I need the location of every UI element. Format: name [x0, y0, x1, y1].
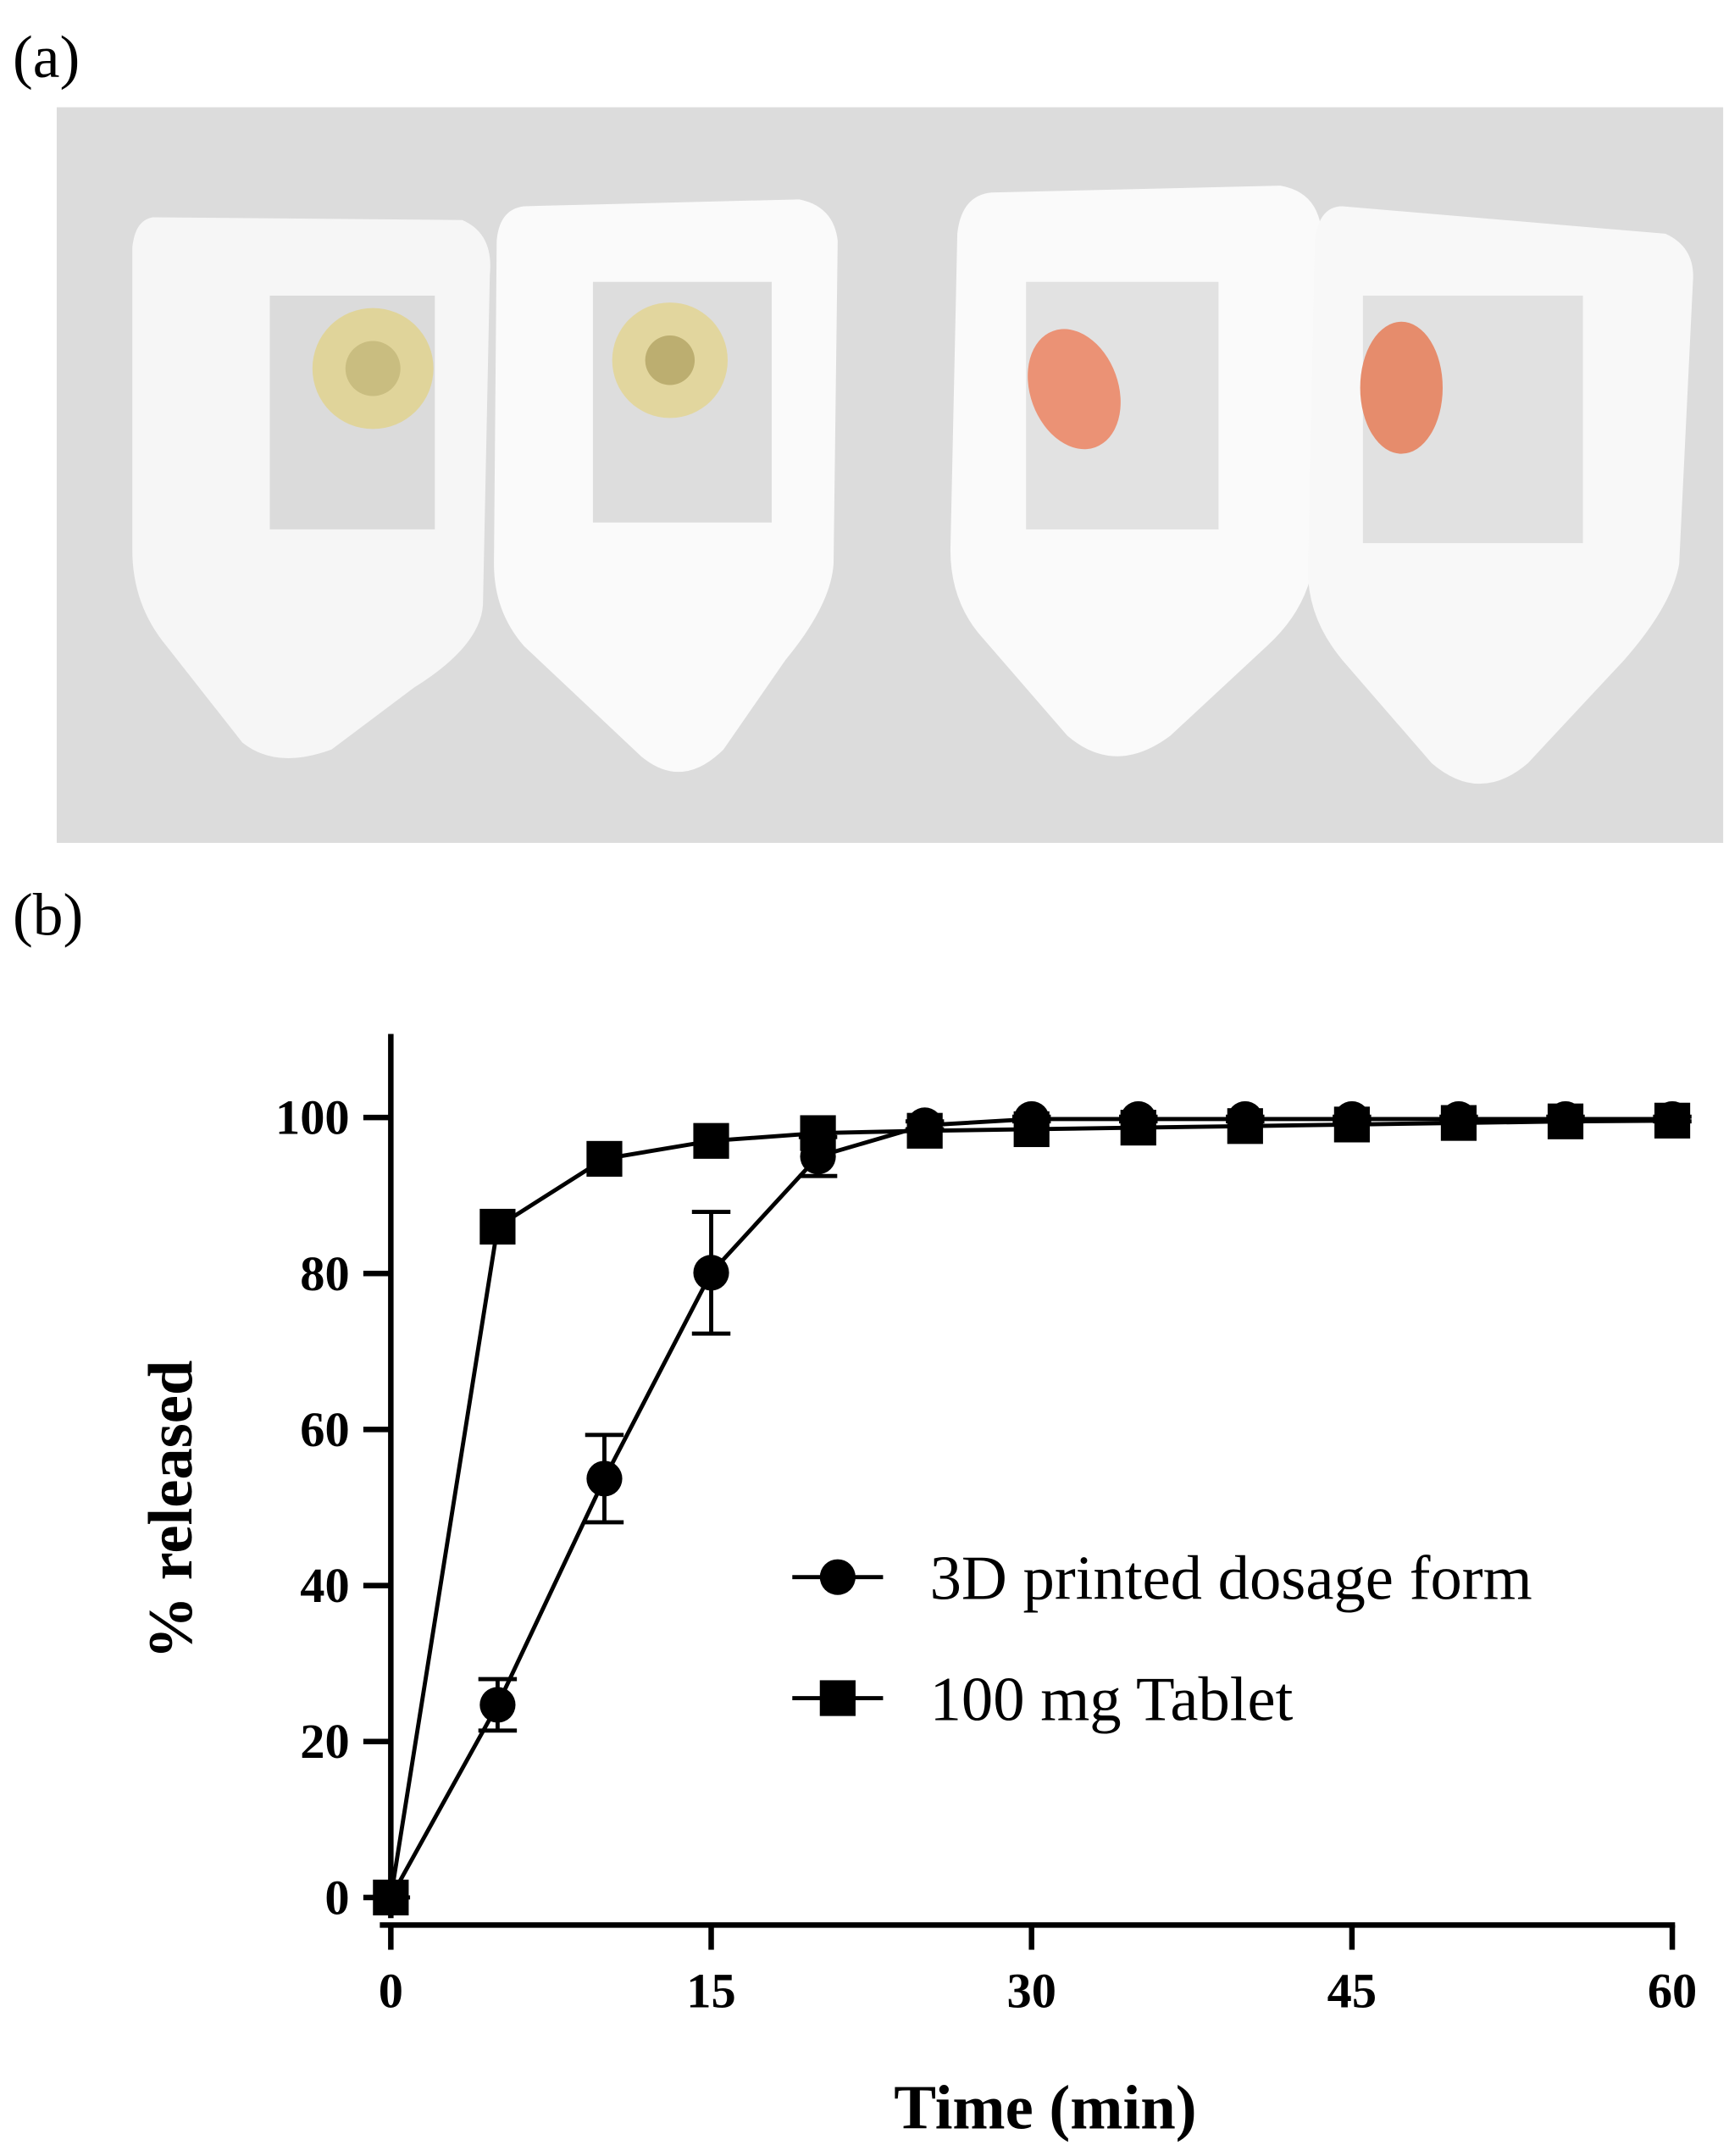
data-point — [586, 1460, 623, 1497]
y-tick-label: 80 — [300, 1246, 349, 1301]
legend-marker — [819, 1680, 856, 1716]
x-axis-title: Time (min) — [894, 2073, 1196, 2143]
x-tick-label: 30 — [1006, 1964, 1056, 2019]
y-tick-label: 0 — [324, 1870, 349, 1925]
tablet — [1028, 329, 1121, 450]
data-point — [1120, 1109, 1156, 1146]
data-point — [1227, 1108, 1263, 1145]
y-tick-label: 20 — [300, 1714, 349, 1769]
series-line — [388, 1118, 1673, 1898]
data-point — [586, 1140, 623, 1178]
ring-hole — [645, 335, 695, 385]
x-tick-label: 15 — [686, 1964, 735, 2019]
y-tick-label: 100 — [275, 1090, 350, 1145]
data-point — [693, 1122, 729, 1159]
tablet — [1360, 321, 1444, 454]
data-point — [1654, 1102, 1691, 1139]
legend-marker — [819, 1559, 856, 1595]
legend-label: 100 mg Tablet — [930, 1664, 1294, 1734]
y-tick-label: 60 — [300, 1402, 349, 1457]
panel-label: (a) — [13, 24, 80, 91]
data-point — [373, 1879, 409, 1915]
panel-label: (b) — [13, 882, 83, 949]
data-point — [1547, 1103, 1584, 1139]
legend-label: 3D printed dosage form — [930, 1544, 1532, 1614]
data-point — [479, 1208, 516, 1245]
data-point — [1333, 1106, 1370, 1143]
x-tick-label: 0 — [379, 1964, 403, 2019]
x-tick-label: 60 — [1648, 1964, 1697, 2019]
data-point — [1013, 1111, 1050, 1148]
photo — [56, 107, 1724, 843]
y-axis-title: % released — [136, 1361, 206, 1660]
data-point — [1440, 1105, 1477, 1141]
data-point — [800, 1115, 836, 1151]
data-point — [693, 1255, 729, 1291]
data-point — [479, 1687, 516, 1723]
x-tick-label: 45 — [1327, 1964, 1377, 2019]
data-point — [906, 1112, 943, 1149]
y-tick-label: 40 — [300, 1558, 349, 1613]
series-line — [389, 1117, 1673, 1899]
ring-hole — [345, 341, 401, 396]
